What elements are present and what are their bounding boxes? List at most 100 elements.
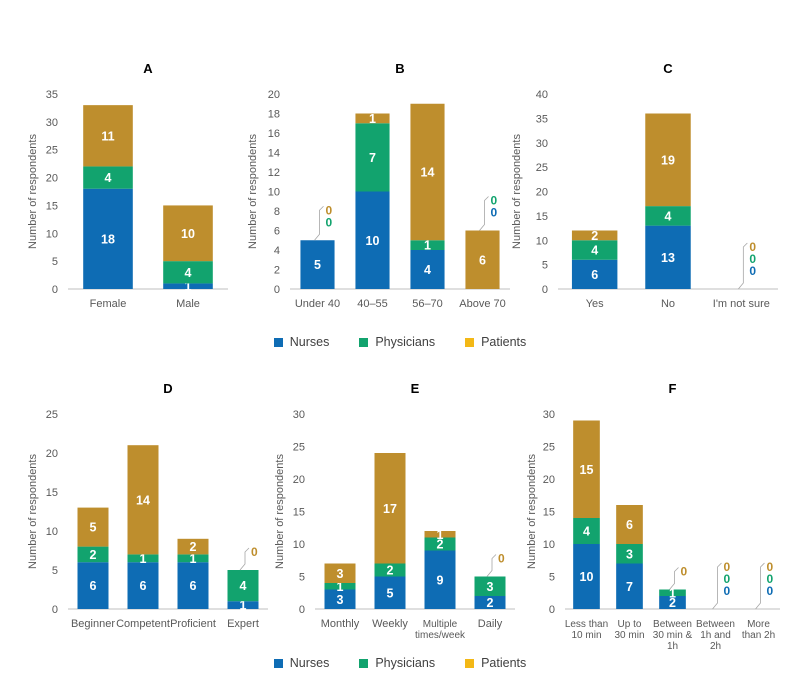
- y-axis-label-c: Number of respondents: [511, 134, 523, 249]
- data-label-nurses-b-1: 10: [366, 234, 380, 248]
- bar-physicians-d-2: [177, 554, 209, 563]
- data-label-nurses-b-2: 4: [424, 263, 431, 277]
- x-tick-label-e: times/week: [415, 630, 466, 641]
- legend-swatch-patients: [465, 337, 475, 347]
- data-label-nurses-a-0: 18: [101, 232, 115, 246]
- bar-patients-a-0: [83, 105, 133, 167]
- x-tick-label-f: 30 min: [614, 630, 644, 641]
- y-tick-label-d: 0: [52, 604, 58, 616]
- y-tick-label-d: 25: [46, 409, 58, 421]
- x-tick-label-c: Yes: [586, 298, 604, 310]
- bar-patients-d-0: [77, 507, 109, 547]
- legend-label-patients: Patients: [481, 335, 527, 349]
- data-label-nurses-d-3: 1: [240, 599, 247, 613]
- x-tick-label-e: Daily: [478, 618, 503, 630]
- bar-nurses-e-3: [474, 596, 506, 609]
- y-tick-label-e: 15: [293, 507, 305, 519]
- legend-swatch-nurses: [273, 337, 283, 347]
- x-tick-label-f: Between: [696, 619, 735, 630]
- data-label-patients-d-2: 2: [190, 540, 197, 554]
- y-tick-label-b: 6: [274, 226, 280, 238]
- legend-item-physicians: Physicians: [359, 335, 435, 349]
- y-tick-label-b: 14: [268, 148, 280, 160]
- legend-label-nurses: Nurses: [289, 335, 330, 349]
- y-axis-label-a: Number of respondents: [27, 134, 39, 249]
- x-tick-label-c: I'm not sure: [713, 298, 770, 310]
- y-tick-label-c: 25: [536, 162, 548, 174]
- bar-nurses-f-1: [616, 563, 643, 609]
- data-label-nurses-b-3: 0: [491, 206, 498, 220]
- y-tick-label-c: 15: [536, 211, 548, 223]
- x-tick-label-f: 1h: [667, 641, 678, 652]
- legend-item-patients: Patients: [465, 335, 526, 349]
- bar-nurses-d-3: [227, 601, 259, 609]
- data-label-physicians-e-3: 3: [487, 580, 494, 594]
- data-label-patients-d-3: 0: [251, 545, 258, 559]
- data-label-physicians-b-0: 0: [326, 215, 333, 229]
- y-tick-label-f: 0: [549, 604, 555, 616]
- data-label-patients-d-0: 5: [90, 521, 97, 535]
- y-tick-label-b: 10: [268, 187, 280, 199]
- x-tick-label-e: Multiple: [423, 619, 458, 630]
- data-label-physicians-f-3: 0: [724, 572, 731, 586]
- bar-patients-c-1: [645, 113, 691, 207]
- data-label-patients-e-1: 17: [383, 502, 397, 516]
- legend-swatch-physicians: [359, 337, 369, 347]
- data-label-patients-a-0: 11: [101, 129, 114, 143]
- callout-leader-d-3: [239, 547, 250, 571]
- bar-patients-e-0: [324, 563, 356, 583]
- y-tick-label-a: 15: [46, 200, 58, 212]
- bar-patients-e-2: [424, 531, 456, 538]
- callout-leader-f-4: [755, 562, 765, 610]
- data-label-physicians-d-0: 2: [90, 548, 97, 562]
- y-tick-label-a: 5: [52, 256, 58, 268]
- data-label-nurses-f-1: 7: [626, 580, 633, 594]
- bar-patients-f-0: [573, 420, 600, 518]
- data-label-physicians-c-0: 4: [591, 244, 598, 258]
- y-tick-label-c: 40: [536, 89, 548, 101]
- y-tick-label-b: 20: [268, 89, 280, 101]
- bar-physicians-e-3: [474, 576, 506, 596]
- x-tick-label-d: Beginner: [71, 618, 115, 630]
- bar-nurses-f-2: [659, 596, 686, 609]
- legend-bottom: Nurses Physicians Patients: [0, 656, 800, 670]
- x-tick-label-d: Proficient: [170, 618, 216, 630]
- data-label-patients-e-2: 1: [437, 528, 444, 542]
- data-label-patients-b-3: 6: [479, 253, 486, 267]
- bar-physicians-a-0: [83, 166, 133, 189]
- bar-nurses-e-2: [424, 550, 456, 609]
- bar-nurses-f-0: [573, 544, 600, 609]
- bar-physicians-b-2: [410, 240, 445, 250]
- y-tick-label-f: 15: [543, 507, 555, 519]
- data-label-nurses-e-1: 5: [387, 586, 394, 600]
- y-tick-label-b: 0: [274, 284, 280, 296]
- x-tick-label-e: Weekly: [372, 618, 408, 630]
- y-tick-label-d: 10: [46, 526, 58, 538]
- data-label-physicians-d-1: 1: [140, 552, 147, 566]
- data-label-physicians-b-2: 1: [424, 239, 431, 253]
- y-tick-label-e: 10: [293, 539, 305, 551]
- y-tick-label-b: 16: [268, 128, 280, 140]
- callout-leader-f-2: [669, 567, 679, 590]
- data-label-patients-e-0: 3: [337, 567, 344, 581]
- data-label-physicians-f-4: 0: [767, 572, 774, 586]
- data-label-nurses-f-3: 0: [724, 584, 731, 598]
- y-tick-label-a: 20: [46, 173, 58, 185]
- legend-item-nurses: Nurses: [273, 335, 330, 349]
- data-label-patients-c-1: 19: [661, 153, 675, 167]
- bar-nurses-d-2: [177, 562, 209, 609]
- x-tick-label-c: No: [661, 298, 675, 310]
- y-tick-label-c: 5: [542, 260, 548, 272]
- y-tick-label-f: 5: [549, 572, 555, 584]
- bar-physicians-f-2: [659, 589, 686, 596]
- x-tick-label-d: Competent: [116, 618, 170, 630]
- bar-nurses-e-0: [324, 589, 356, 609]
- bar-physicians-b-1: [355, 123, 390, 192]
- data-label-patients-f-3: 0: [724, 560, 731, 574]
- bar-patients-e-1: [374, 453, 406, 564]
- y-tick-label-d: 5: [52, 565, 58, 577]
- data-label-nurses-c-2: 0: [749, 264, 756, 278]
- data-label-patients-f-0: 15: [580, 463, 594, 477]
- data-label-physicians-b-3: 0: [491, 194, 498, 208]
